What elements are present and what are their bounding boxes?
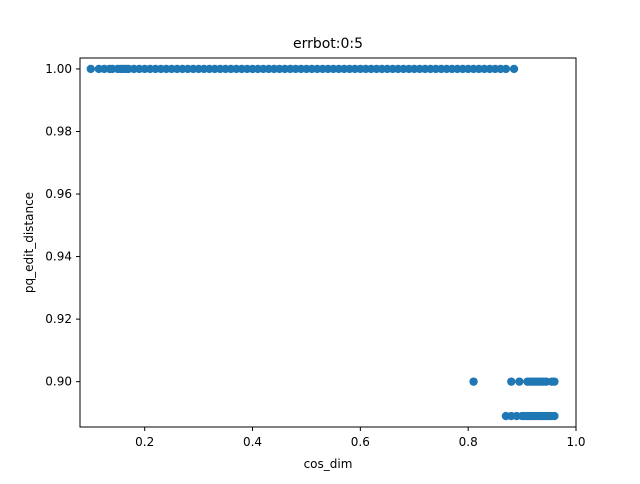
scatter-point [509, 64, 519, 74]
x-tick-label: 0.4 [243, 435, 262, 449]
x-tick-label: 0.6 [351, 435, 370, 449]
scatter-point [507, 377, 516, 386]
plot-frame [79, 57, 577, 428]
scatter-point [469, 377, 478, 386]
scatter-point [501, 64, 511, 74]
y-tick-label: 0.92 [45, 312, 72, 326]
x-axis-ticks: 0.2 0.4 0.6 0.8 1.0 [135, 427, 586, 449]
x-tick-label: 0.8 [459, 435, 478, 449]
chart-title: errbot:0:5 [293, 36, 363, 52]
scatter-point [550, 377, 559, 386]
y-tick-label: 1.00 [45, 62, 72, 76]
y-tick-label: 0.90 [45, 375, 72, 389]
x-axis-label: cos_dim [304, 457, 353, 471]
scatter-point [86, 64, 95, 74]
data-points [86, 64, 559, 421]
y-tick-label: 0.96 [45, 187, 72, 201]
scatter-point [515, 377, 524, 386]
y-tick-label: 0.98 [45, 124, 72, 138]
x-tick-label: 0.2 [135, 435, 154, 449]
y-axis-label: pq_edit_distance [22, 192, 36, 293]
y-tick-label: 0.94 [45, 250, 72, 264]
y-axis-ticks: 0.90 0.92 0.94 0.96 0.98 1.00 [45, 62, 80, 389]
scatter-point [550, 411, 559, 421]
x-tick-label: 1.0 [566, 435, 585, 449]
